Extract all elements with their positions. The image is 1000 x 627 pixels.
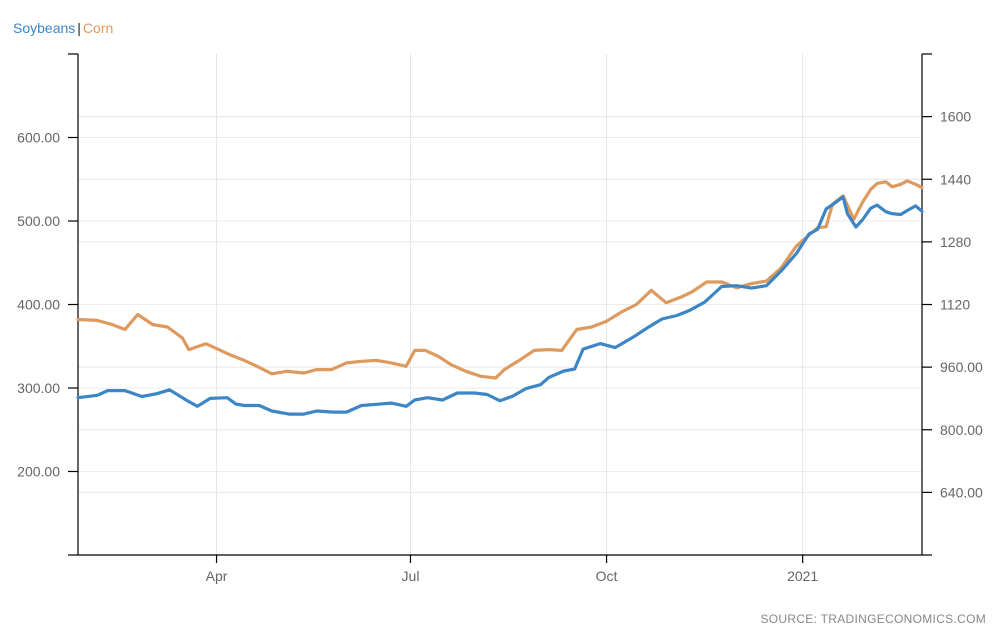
y-left-tick-label: 200.00 bbox=[17, 464, 60, 480]
x-tick-label: 2021 bbox=[787, 568, 818, 584]
y-right-tick-label: 640.00 bbox=[940, 484, 983, 500]
series-line-corn bbox=[76, 179, 924, 380]
legend-corn[interactable]: Corn bbox=[82, 20, 114, 36]
series-line-soybeans bbox=[76, 195, 924, 416]
legend-soybeans[interactable]: Soybeans bbox=[13, 20, 76, 36]
y-right-tick-label: 1280 bbox=[940, 234, 971, 250]
y-right-tick-label: 960.00 bbox=[940, 359, 983, 375]
y-left-tick-label: 300.00 bbox=[17, 380, 60, 396]
y-left-tick-label: 400.00 bbox=[17, 297, 60, 313]
y-right-tick-label: 1120 bbox=[940, 297, 970, 313]
legend-separator: | bbox=[77, 20, 81, 36]
chart-legend: Soybeans | Corn bbox=[13, 20, 113, 36]
y-right-tick-label: 800.00 bbox=[940, 422, 983, 438]
y-right-tick-label: 1600 bbox=[940, 109, 971, 125]
y-left-tick-label: 500.00 bbox=[17, 213, 60, 229]
y-right-tick-label: 1440 bbox=[940, 171, 971, 187]
x-tick-label: Oct bbox=[596, 568, 618, 584]
x-tick-label: Apr bbox=[206, 568, 228, 584]
y-left-tick-label: 600.00 bbox=[17, 130, 60, 146]
source-credit: SOURCE: TRADINGECONOMICS.COM bbox=[760, 612, 986, 626]
x-tick-label: Jul bbox=[402, 568, 420, 584]
